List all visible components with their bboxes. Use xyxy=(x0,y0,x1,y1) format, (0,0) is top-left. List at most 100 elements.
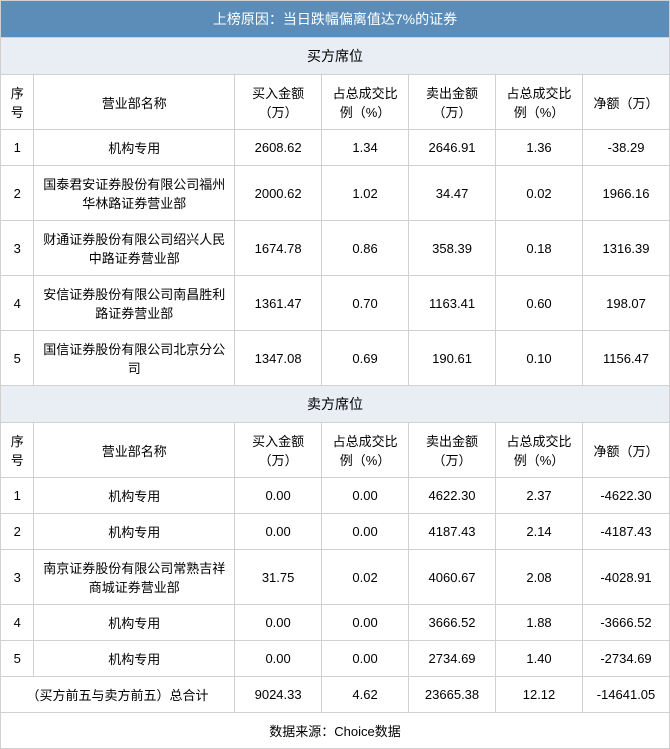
cell-buy-amount: 1674.78 xyxy=(235,221,322,276)
cell-seq: 2 xyxy=(1,514,34,550)
cell-buy-amount: 0.00 xyxy=(235,641,322,677)
cell-sell-amount: 4187.43 xyxy=(409,514,496,550)
table-row: 3财通证券股份有限公司绍兴人民中路证券营业部1674.780.86358.390… xyxy=(1,221,670,276)
cell-sell-amount: 1163.41 xyxy=(409,276,496,331)
cell-name: 国泰君安证券股份有限公司福州华林路证券营业部 xyxy=(34,166,235,221)
total-sell-ratio: 12.12 xyxy=(496,677,583,713)
cell-buy-ratio: 0.86 xyxy=(322,221,409,276)
buy-header-row: 序号 营业部名称 买入金额（万） 占总成交比例（%） 卖出金额（万） 占总成交比… xyxy=(1,75,670,130)
data-source: 数据来源：Choice数据 xyxy=(1,713,670,749)
cell-name: 国信证券股份有限公司北京分公司 xyxy=(34,331,235,386)
cell-buy-ratio: 0.00 xyxy=(322,641,409,677)
cell-sell-ratio: 1.88 xyxy=(496,605,583,641)
col-sell-ratio: 占总成交比例（%） xyxy=(496,75,583,130)
table-row: 4安信证券股份有限公司南昌胜利路证券营业部1361.470.701163.410… xyxy=(1,276,670,331)
cell-sell-ratio: 1.40 xyxy=(496,641,583,677)
cell-seq: 3 xyxy=(1,550,34,605)
cell-buy-ratio: 0.00 xyxy=(322,478,409,514)
col-name: 营业部名称 xyxy=(34,423,235,478)
table-row: 1机构专用0.000.004622.302.37-4622.30 xyxy=(1,478,670,514)
cell-net: 198.07 xyxy=(583,276,670,331)
cell-seq: 1 xyxy=(1,478,34,514)
cell-net: -38.29 xyxy=(583,130,670,166)
cell-name: 机构专用 xyxy=(34,130,235,166)
cell-sell-amount: 3666.52 xyxy=(409,605,496,641)
cell-sell-amount: 2734.69 xyxy=(409,641,496,677)
cell-buy-amount: 1361.47 xyxy=(235,276,322,331)
cell-buy-amount: 0.00 xyxy=(235,605,322,641)
stock-table: 上榜原因：当日跌幅偏离值达7%的证券 买方席位 序号 营业部名称 买入金额（万）… xyxy=(0,0,670,749)
cell-seq: 2 xyxy=(1,166,34,221)
total-buy-ratio: 4.62 xyxy=(322,677,409,713)
col-name: 营业部名称 xyxy=(34,75,235,130)
cell-seq: 5 xyxy=(1,331,34,386)
col-buy-ratio: 占总成交比例（%） xyxy=(322,75,409,130)
cell-sell-ratio: 2.14 xyxy=(496,514,583,550)
col-net: 净额（万） xyxy=(583,75,670,130)
cell-name: 机构专用 xyxy=(34,605,235,641)
col-buy-amount: 买入金额（万） xyxy=(235,423,322,478)
cell-sell-ratio: 0.02 xyxy=(496,166,583,221)
total-label: （买方前五与卖方前五）总合计 xyxy=(1,677,235,713)
cell-net: 1156.47 xyxy=(583,331,670,386)
cell-sell-amount: 4622.30 xyxy=(409,478,496,514)
cell-name: 机构专用 xyxy=(34,514,235,550)
cell-buy-ratio: 0.70 xyxy=(322,276,409,331)
cell-sell-ratio: 0.18 xyxy=(496,221,583,276)
table-row: 5国信证券股份有限公司北京分公司1347.080.69190.610.10115… xyxy=(1,331,670,386)
sell-section-header: 卖方席位 xyxy=(1,386,670,423)
cell-buy-amount: 2608.62 xyxy=(235,130,322,166)
cell-buy-amount: 2000.62 xyxy=(235,166,322,221)
cell-buy-ratio: 0.00 xyxy=(322,605,409,641)
cell-name: 南京证券股份有限公司常熟吉祥商城证券营业部 xyxy=(34,550,235,605)
total-sell-amount: 23665.38 xyxy=(409,677,496,713)
cell-sell-amount: 2646.91 xyxy=(409,130,496,166)
total-net: -14641.05 xyxy=(583,677,670,713)
cell-net: 1316.39 xyxy=(583,221,670,276)
cell-net: -4622.30 xyxy=(583,478,670,514)
cell-buy-amount: 31.75 xyxy=(235,550,322,605)
col-sell-amount: 卖出金额（万） xyxy=(409,75,496,130)
cell-buy-amount: 0.00 xyxy=(235,478,322,514)
cell-seq: 5 xyxy=(1,641,34,677)
cell-seq: 4 xyxy=(1,276,34,331)
col-sell-ratio: 占总成交比例（%） xyxy=(496,423,583,478)
cell-name: 机构专用 xyxy=(34,641,235,677)
table-row: 5机构专用0.000.002734.691.40-2734.69 xyxy=(1,641,670,677)
cell-sell-amount: 34.47 xyxy=(409,166,496,221)
cell-name: 财通证券股份有限公司绍兴人民中路证券营业部 xyxy=(34,221,235,276)
total-buy-amount: 9024.33 xyxy=(235,677,322,713)
cell-net: -4028.91 xyxy=(583,550,670,605)
table-row: 1机构专用2608.621.342646.911.36-38.29 xyxy=(1,130,670,166)
cell-buy-ratio: 0.69 xyxy=(322,331,409,386)
cell-net: -2734.69 xyxy=(583,641,670,677)
cell-net: 1966.16 xyxy=(583,166,670,221)
cell-net: -3666.52 xyxy=(583,605,670,641)
cell-buy-ratio: 1.34 xyxy=(322,130,409,166)
cell-seq: 4 xyxy=(1,605,34,641)
sell-header-row: 序号 营业部名称 买入金额（万） 占总成交比例（%） 卖出金额（万） 占总成交比… xyxy=(1,423,670,478)
table-row: 2机构专用0.000.004187.432.14-4187.43 xyxy=(1,514,670,550)
cell-sell-amount: 190.61 xyxy=(409,331,496,386)
col-buy-amount: 买入金额（万） xyxy=(235,75,322,130)
cell-seq: 1 xyxy=(1,130,34,166)
cell-name: 安信证券股份有限公司南昌胜利路证券营业部 xyxy=(34,276,235,331)
col-net: 净额（万） xyxy=(583,423,670,478)
cell-sell-amount: 358.39 xyxy=(409,221,496,276)
cell-sell-ratio: 2.37 xyxy=(496,478,583,514)
buy-section-header: 买方席位 xyxy=(1,38,670,75)
cell-buy-ratio: 1.02 xyxy=(322,166,409,221)
col-seq: 序号 xyxy=(1,423,34,478)
cell-name: 机构专用 xyxy=(34,478,235,514)
col-buy-ratio: 占总成交比例（%） xyxy=(322,423,409,478)
table-title: 上榜原因：当日跌幅偏离值达7%的证券 xyxy=(1,1,670,38)
cell-sell-ratio: 1.36 xyxy=(496,130,583,166)
cell-sell-ratio: 2.08 xyxy=(496,550,583,605)
cell-net: -4187.43 xyxy=(583,514,670,550)
cell-buy-amount: 1347.08 xyxy=(235,331,322,386)
col-seq: 序号 xyxy=(1,75,34,130)
total-row: （买方前五与卖方前五）总合计 9024.33 4.62 23665.38 12.… xyxy=(1,677,670,713)
cell-seq: 3 xyxy=(1,221,34,276)
cell-buy-ratio: 0.02 xyxy=(322,550,409,605)
cell-buy-amount: 0.00 xyxy=(235,514,322,550)
